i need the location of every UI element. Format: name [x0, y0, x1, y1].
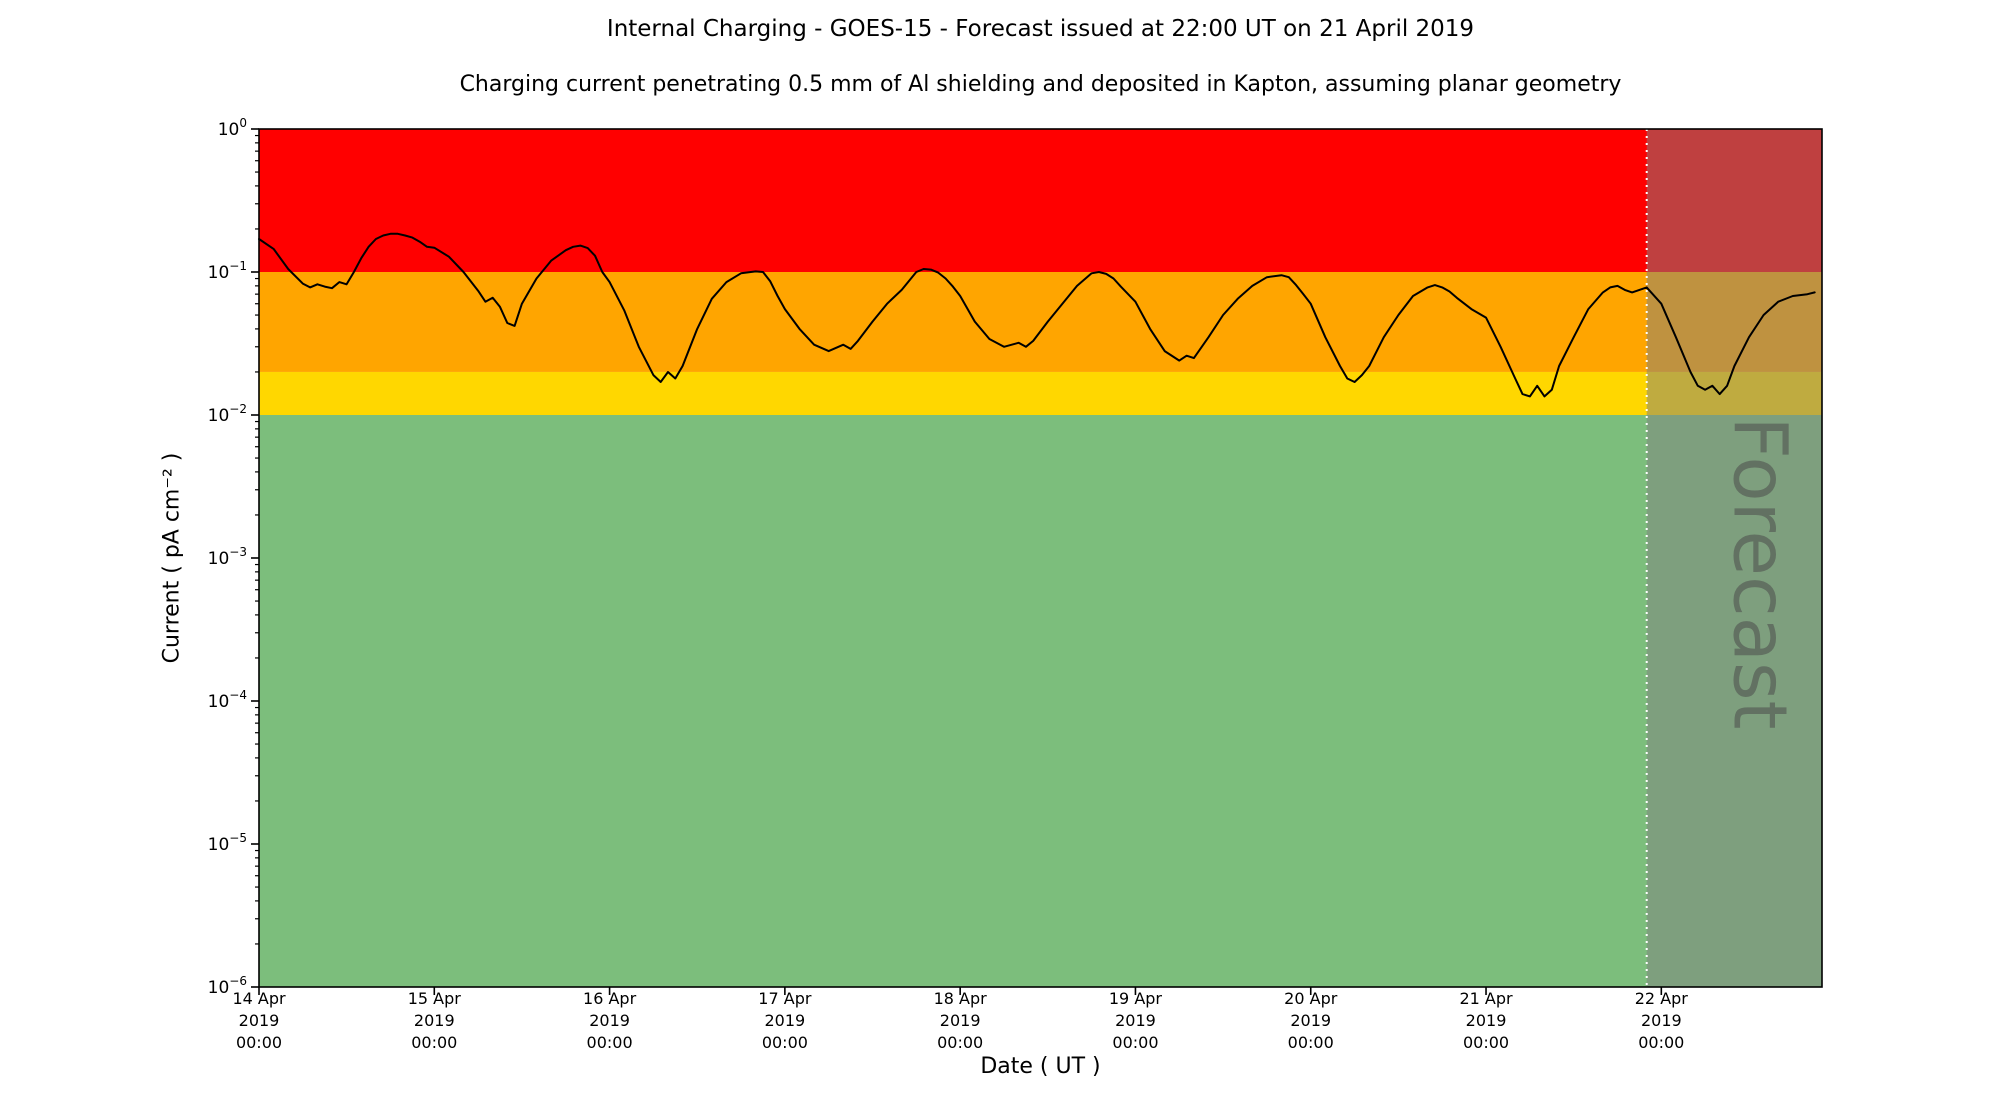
forecast-overlay [1646, 129, 1822, 987]
y-tick-exponent: −3 [229, 545, 247, 559]
band-orange-warning [259, 272, 1822, 372]
x-tick-label: 2019 [414, 1011, 455, 1030]
series-line-charging-current [258, 232, 1816, 398]
x-tick-label: 00:00 [236, 1033, 282, 1052]
x-tick-label: 00:00 [762, 1033, 808, 1052]
band-green-quiet [259, 415, 1822, 987]
y-axis-label: Current ( pA cm⁻² ) [159, 452, 185, 664]
y-tick-label: 10−5 [208, 831, 247, 855]
chart-title: Internal Charging - GOES-15 - Forecast i… [606, 16, 1475, 42]
x-tick-label: 2019 [239, 1011, 280, 1030]
y-tick-label: 10−2 [208, 402, 247, 426]
x-tick-label: 2019 [1466, 1011, 1507, 1030]
x-tick-label: 17 Apr [758, 989, 812, 1008]
x-tick-label: 14 Apr [232, 989, 286, 1008]
band-red-alert [259, 129, 1822, 272]
x-tick-label: 00:00 [1288, 1033, 1334, 1052]
x-tick-label: 00:00 [937, 1033, 983, 1052]
y-tick-label: 10−3 [208, 545, 247, 569]
x-tick-label: 19 Apr [1109, 989, 1163, 1008]
y-tick-exponent: −6 [229, 974, 247, 988]
y-tick-label: 10−4 [208, 688, 247, 712]
y-tick-exponent: −2 [229, 402, 247, 416]
y-tick-exponent: 0 [239, 116, 247, 130]
x-tick-label: 20 Apr [1284, 989, 1338, 1008]
x-tick-label: 22 Apr [1635, 989, 1689, 1008]
y-tick-exponent: −4 [229, 688, 247, 702]
x-tick-label: 18 Apr [934, 989, 988, 1008]
x-tick-label: 00:00 [587, 1033, 633, 1052]
x-tick-label: 2019 [765, 1011, 806, 1030]
x-axis-label: Date ( UT ) [980, 1054, 1101, 1079]
chart-subtitle: Charging current penetrating 0.5 mm of A… [459, 72, 1622, 97]
x-tick-label: 2019 [1641, 1011, 1682, 1030]
x-tick-label: 21 Apr [1459, 989, 1513, 1008]
x-tick-label: 00:00 [1638, 1033, 1684, 1052]
y-tick-exponent: −5 [229, 831, 247, 845]
x-tick-label: 00:00 [1112, 1033, 1158, 1052]
x-tick-label: 2019 [1115, 1011, 1156, 1030]
x-tick-label: 16 Apr [583, 989, 637, 1008]
y-tick-label: 100 [218, 116, 247, 140]
band-yellow-elevated [259, 371, 1822, 415]
x-tick-label: 15 Apr [408, 989, 462, 1008]
x-tick-label: 00:00 [411, 1033, 457, 1052]
x-tick-label: 2019 [589, 1011, 630, 1030]
y-tick-exponent: −1 [229, 259, 247, 273]
forecast-watermark: Forecast [1716, 416, 1802, 729]
y-tick-label: 10−1 [208, 259, 247, 283]
x-tick-label: 00:00 [1463, 1033, 1509, 1052]
x-tick-label: 2019 [1290, 1011, 1331, 1030]
x-tick-label: 2019 [940, 1011, 981, 1030]
